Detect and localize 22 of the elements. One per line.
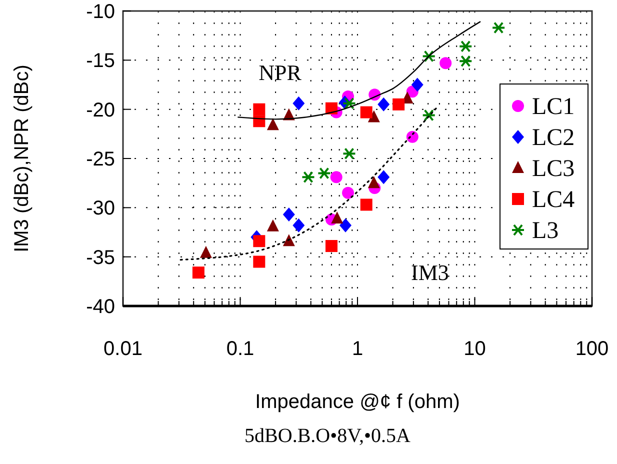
legend-label: LC4 bbox=[532, 187, 575, 213]
y-tick-label: -25 bbox=[86, 148, 115, 170]
y-axis-title: IM3 (dBc),NPR (dBc) bbox=[11, 64, 33, 252]
x-axis-title: Impedance @¢ f (ohm) bbox=[255, 391, 460, 413]
y-tick-label: -20 bbox=[86, 99, 115, 122]
x-tick-label: 100 bbox=[575, 338, 609, 360]
x-tick-label: 10 bbox=[464, 338, 486, 360]
x-tick-label: 1 bbox=[352, 338, 364, 360]
legend-label: LC2 bbox=[532, 125, 575, 151]
legend-label: LC1 bbox=[532, 94, 575, 120]
annotation: IM3 bbox=[411, 260, 449, 285]
y-tick-label: -15 bbox=[86, 50, 115, 72]
y-tick-label: -40 bbox=[86, 296, 115, 318]
annotation: NPR bbox=[258, 60, 302, 85]
y-tick-label: -30 bbox=[86, 198, 115, 220]
x-tick-label: 0.1 bbox=[226, 338, 254, 360]
x-tick-label: 0.01 bbox=[104, 338, 142, 360]
legend-label: L3 bbox=[532, 218, 559, 244]
y-tick-label: -10 bbox=[86, 1, 115, 23]
y-tick-label: -35 bbox=[86, 246, 115, 269]
text: 5dBO.B.O•8V,•0.5A bbox=[244, 425, 411, 447]
legend-label: LC3 bbox=[532, 156, 575, 182]
